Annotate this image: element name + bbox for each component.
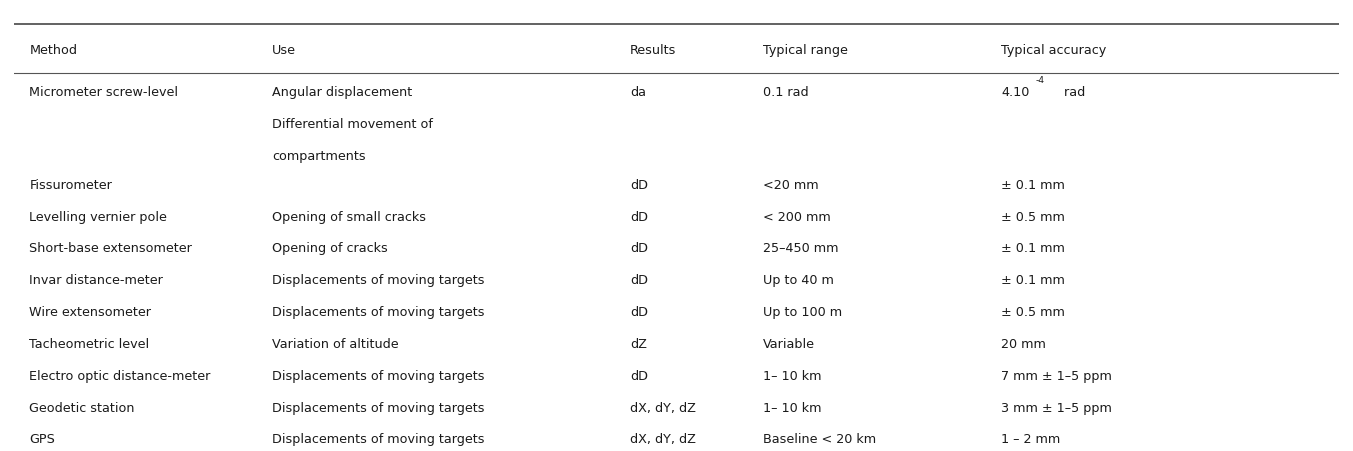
Text: Typical accuracy: Typical accuracy: [1001, 44, 1107, 57]
Text: ± 0.5 mm: ± 0.5 mm: [1001, 211, 1065, 224]
Text: 20 mm: 20 mm: [1001, 338, 1046, 351]
Text: 1 – 2 mm: 1 – 2 mm: [1001, 433, 1061, 446]
Text: 0.1 rad: 0.1 rad: [763, 86, 808, 99]
Text: Displacements of moving targets: Displacements of moving targets: [272, 401, 484, 414]
Text: Displacements of moving targets: Displacements of moving targets: [272, 274, 484, 287]
Text: GPS: GPS: [30, 433, 55, 446]
Text: Angular displacement: Angular displacement: [272, 86, 413, 99]
Text: Up to 40 m: Up to 40 m: [763, 274, 833, 287]
Text: <20 mm: <20 mm: [763, 179, 819, 192]
Text: Geodetic station: Geodetic station: [30, 401, 135, 414]
Text: 7 mm ± 1–5 ppm: 7 mm ± 1–5 ppm: [1001, 370, 1112, 383]
Text: Typical range: Typical range: [763, 44, 847, 57]
Text: rad: rad: [1059, 86, 1085, 99]
Text: Short-base extensometer: Short-base extensometer: [30, 243, 192, 255]
Text: Up to 100 m: Up to 100 m: [763, 306, 842, 319]
Text: Method: Method: [30, 44, 77, 57]
Text: dZ: dZ: [630, 338, 647, 351]
Text: Electro optic distance-meter: Electro optic distance-meter: [30, 370, 211, 383]
Text: ± 0.1 mm: ± 0.1 mm: [1001, 243, 1065, 255]
Text: dD: dD: [630, 179, 648, 192]
Text: Displacements of moving targets: Displacements of moving targets: [272, 433, 484, 446]
Text: Fissurometer: Fissurometer: [30, 179, 112, 192]
Text: dX, dY, dZ: dX, dY, dZ: [630, 433, 695, 446]
Text: dD: dD: [630, 211, 648, 224]
Text: Levelling vernier pole: Levelling vernier pole: [30, 211, 168, 224]
Text: ± 0.5 mm: ± 0.5 mm: [1001, 306, 1065, 319]
Text: ± 0.1 mm: ± 0.1 mm: [1001, 274, 1065, 287]
Text: 3 mm ± 1–5 ppm: 3 mm ± 1–5 ppm: [1001, 401, 1112, 414]
Text: Opening of small cracks: Opening of small cracks: [272, 211, 426, 224]
Text: 25–450 mm: 25–450 mm: [763, 243, 839, 255]
Text: dD: dD: [630, 306, 648, 319]
Text: ± 0.1 mm: ± 0.1 mm: [1001, 179, 1065, 192]
Text: 4.10: 4.10: [1001, 86, 1030, 99]
Text: Tacheometric level: Tacheometric level: [30, 338, 150, 351]
Text: -4: -4: [1036, 76, 1045, 85]
Text: Displacements of moving targets: Displacements of moving targets: [272, 306, 484, 319]
Text: 1– 10 km: 1– 10 km: [763, 370, 821, 383]
Text: Differential movement of: Differential movement of: [272, 118, 433, 131]
Text: dD: dD: [630, 243, 648, 255]
Text: dD: dD: [630, 274, 648, 287]
Text: Variable: Variable: [763, 338, 815, 351]
Text: Invar distance-meter: Invar distance-meter: [30, 274, 164, 287]
Text: Displacements of moving targets: Displacements of moving targets: [272, 370, 484, 383]
Text: Opening of cracks: Opening of cracks: [272, 243, 388, 255]
Text: Baseline < 20 km: Baseline < 20 km: [763, 433, 875, 446]
Text: Variation of altitude: Variation of altitude: [272, 338, 399, 351]
Text: compartments: compartments: [272, 150, 365, 163]
Text: Wire extensometer: Wire extensometer: [30, 306, 152, 319]
Text: Use: Use: [272, 44, 296, 57]
Text: Results: Results: [630, 44, 676, 57]
Text: dD: dD: [630, 370, 648, 383]
Text: dX, dY, dZ: dX, dY, dZ: [630, 401, 695, 414]
Text: da: da: [630, 86, 647, 99]
Text: Micrometer screw-level: Micrometer screw-level: [30, 86, 179, 99]
Text: 1– 10 km: 1– 10 km: [763, 401, 821, 414]
Text: < 200 mm: < 200 mm: [763, 211, 831, 224]
